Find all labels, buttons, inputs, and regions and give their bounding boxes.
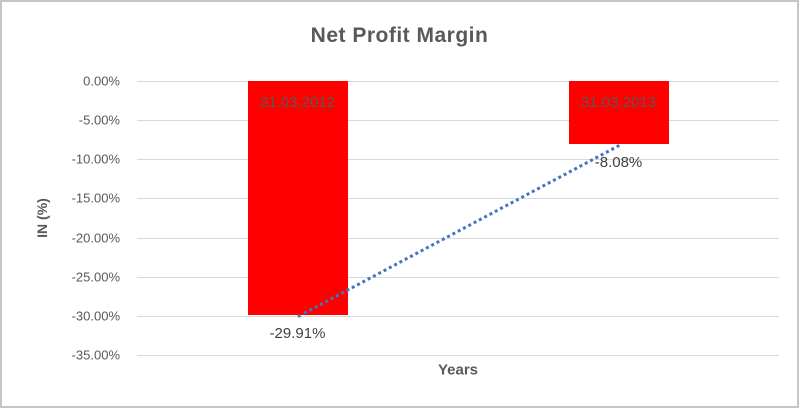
value-label: -29.91% — [269, 325, 326, 343]
gridline — [137, 315, 779, 317]
bar-31.03.2013[interactable] — [568, 81, 669, 145]
gridline — [137, 276, 779, 278]
gridline — [137, 159, 779, 161]
gridline — [137, 81, 779, 82]
x-axis-title: Years — [437, 361, 479, 379]
y-tick-label: 0.00% — [83, 73, 120, 89]
y-tick-label: -10.00% — [71, 151, 120, 167]
y-tick-label: -25.00% — [71, 269, 120, 285]
chart-title: Net Profit Margin — [310, 24, 489, 47]
category-label: 31.03.2013 — [580, 94, 657, 111]
gridline — [137, 237, 779, 239]
y-tick-label: -5.00% — [78, 112, 120, 128]
gridline — [137, 198, 779, 200]
gridline — [137, 355, 779, 356]
y-tick-label: -20.00% — [71, 230, 120, 246]
y-tick-label: -35.00% — [71, 347, 120, 363]
gridline — [137, 120, 779, 122]
category-label: 31.03.2012 — [259, 94, 336, 111]
y-tick-label: -15.00% — [71, 190, 120, 206]
bar-31.03.2012[interactable] — [247, 81, 348, 316]
y-tick-label: -30.00% — [71, 308, 120, 324]
value-label: -8.08% — [594, 154, 643, 172]
